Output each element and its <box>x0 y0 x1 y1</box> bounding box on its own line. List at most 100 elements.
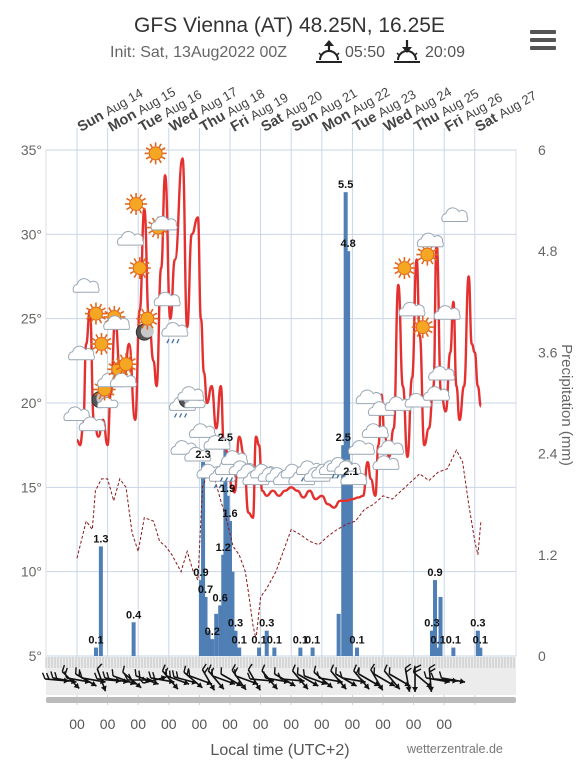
sun-ray <box>145 156 150 160</box>
wind-head <box>340 683 347 690</box>
y-tick-label: 5° <box>29 648 42 664</box>
wind-feather <box>358 667 360 675</box>
wind-feather <box>428 663 436 669</box>
precip-bar <box>438 596 443 656</box>
wind-feather <box>102 671 106 679</box>
y-tick-label: 25° <box>21 311 42 327</box>
sun-ray <box>160 233 165 238</box>
wind-head <box>312 680 319 687</box>
y2-tick-label: 1.2 <box>538 547 558 563</box>
temperature-line <box>76 157 483 519</box>
credit-link[interactable]: wetterzentrale.de <box>407 742 503 756</box>
sun-ray <box>141 197 146 202</box>
wind-head <box>271 683 278 690</box>
precip-label: 2.5 <box>336 432 351 444</box>
precip-bar <box>203 596 208 656</box>
cloud-shape <box>63 406 91 421</box>
precip-bar <box>436 647 441 656</box>
wind-feather <box>430 672 435 680</box>
sun-ray <box>428 329 433 334</box>
cloud-rain-icon <box>161 322 189 344</box>
cloud-shape <box>203 435 231 450</box>
wind-feather <box>134 669 137 676</box>
precip-label: 0.1 <box>293 635 308 647</box>
precip-bar <box>336 613 341 656</box>
wind-feather <box>296 667 299 675</box>
y2-axis-title: Precipitation (mm) <box>558 344 575 466</box>
precip-label: 1.6 <box>222 508 237 520</box>
wind-barb <box>404 663 412 692</box>
hour-label: 00 <box>314 716 330 732</box>
rain-drop <box>176 338 180 344</box>
sun-ray <box>112 374 116 380</box>
sun-icon <box>114 353 137 376</box>
wind-barb <box>296 667 319 687</box>
rain-drop <box>183 413 188 418</box>
precip-bar <box>223 445 228 656</box>
cloud-shape <box>428 365 456 381</box>
precip-bar <box>475 630 480 656</box>
wind-feather <box>175 671 179 679</box>
precip-bar <box>341 445 346 656</box>
wind-head <box>240 684 246 690</box>
sun-ray <box>133 258 137 263</box>
x-axis-title: Local time (UTC+2) <box>210 742 350 759</box>
wind-barb <box>134 669 159 686</box>
precip-bar <box>98 546 103 656</box>
sun-ray <box>104 310 109 315</box>
sunrise-time: 05:50 <box>345 44 386 61</box>
precip-bar <box>228 521 232 656</box>
wind-feather <box>207 664 212 672</box>
sun-ray <box>141 324 145 329</box>
wind-feather <box>142 676 148 683</box>
wind-feather <box>79 671 83 679</box>
wind-barb <box>330 664 347 690</box>
wind-head <box>394 683 400 690</box>
cloud-shape <box>372 455 400 470</box>
wind-head <box>412 687 419 692</box>
sun-ray <box>101 316 106 320</box>
precip-bar <box>198 580 203 656</box>
sun-ray <box>145 147 150 151</box>
sun-ray <box>137 321 142 325</box>
cloud-icon <box>203 435 231 450</box>
rain-drop <box>213 483 217 489</box>
menu-icon[interactable] <box>530 30 556 52</box>
precip-bar <box>298 647 303 656</box>
sun-ray <box>131 358 136 362</box>
wind-feather <box>41 672 46 680</box>
sun-ray <box>149 143 153 148</box>
sun-ray <box>145 270 150 275</box>
wind-feather <box>188 669 191 676</box>
dewpoint-line <box>76 449 482 640</box>
sun-ray <box>98 319 103 324</box>
sun-ray <box>425 332 429 338</box>
sun-ray <box>119 369 124 375</box>
wind-feather <box>138 670 141 678</box>
wind-head <box>255 684 261 691</box>
sun-ray <box>150 324 154 329</box>
cloud-icon <box>428 365 456 381</box>
wind-feather <box>330 664 335 672</box>
cloud-icon <box>63 406 91 421</box>
wind-barb <box>211 669 236 686</box>
precip-bar <box>131 622 136 656</box>
sun-ray <box>104 349 108 354</box>
sun-ray <box>112 359 116 364</box>
wind-feather <box>168 670 172 678</box>
sun-ray <box>398 273 402 278</box>
precip-bar <box>257 647 262 656</box>
wind-head <box>100 685 107 692</box>
precip-bar <box>433 580 438 656</box>
precip-bar <box>343 192 348 656</box>
cloud-shape <box>416 232 444 248</box>
sun-ray <box>137 312 142 316</box>
wind-head <box>299 677 305 684</box>
sunset-icon <box>394 40 420 63</box>
sun-ray <box>151 217 156 222</box>
wind-barb <box>220 667 243 687</box>
precip-label: 0.7 <box>198 584 213 596</box>
sun-ray <box>151 233 156 238</box>
wind-feather <box>291 664 296 672</box>
wind-feather <box>246 672 251 680</box>
